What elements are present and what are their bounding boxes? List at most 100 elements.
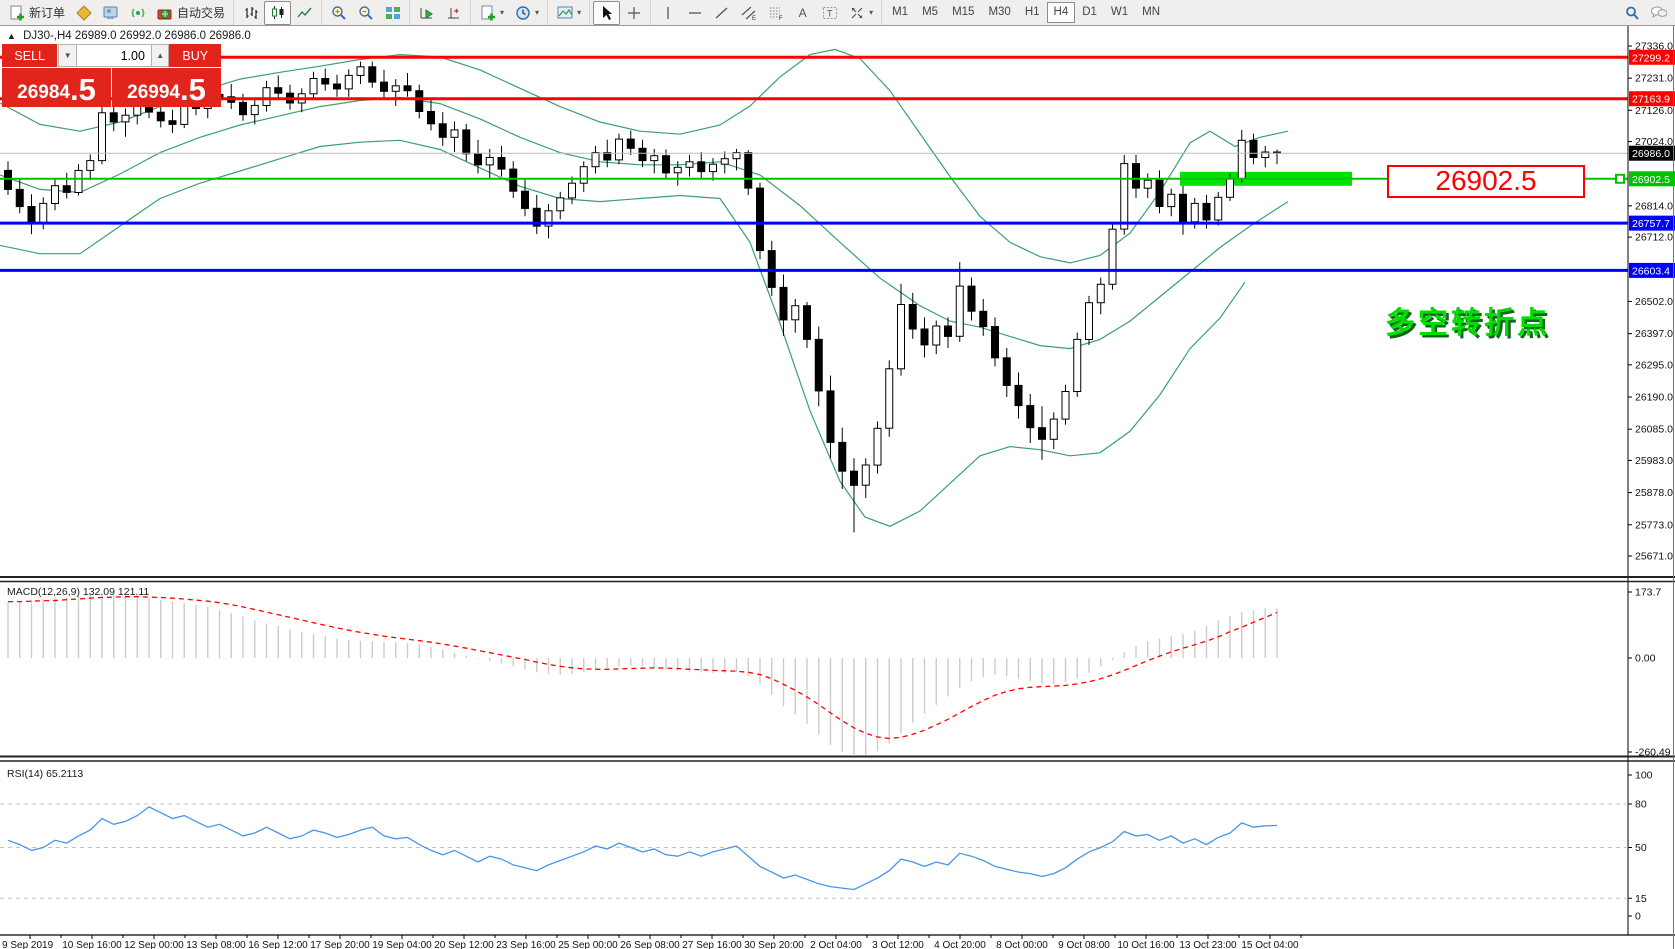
- time-axis-label: 13 Oct 23:00: [1179, 940, 1237, 949]
- metaeditor-button[interactable]: [70, 1, 97, 25]
- bear-candle: [156, 111, 165, 122]
- horizontal-line-button[interactable]: [681, 1, 708, 25]
- bear-candle: [908, 304, 917, 330]
- bull-candle: [1049, 418, 1058, 440]
- timeframe-button-H4[interactable]: H4: [1046, 2, 1076, 23]
- signals-button[interactable]: [124, 1, 151, 25]
- zoom-in-button[interactable]: [325, 1, 352, 25]
- line-chart-button[interactable]: [291, 1, 318, 25]
- price-tick-label: 25671.0: [1635, 551, 1673, 563]
- callout-anchor-square[interactable]: [1615, 173, 1625, 184]
- chat-button[interactable]: [1645, 1, 1672, 25]
- time-axis-label: 17 Sep 20:00: [310, 940, 370, 949]
- volume-input[interactable]: 1.00: [76, 44, 151, 67]
- bear-candle: [368, 66, 377, 83]
- bull-candle: [932, 325, 941, 346]
- zoom-out-button[interactable]: [352, 1, 379, 25]
- bear-candle: [979, 310, 988, 328]
- price-lines[interactable]: [0, 55, 1628, 272]
- toolbar-group-trade: 新订单 自动交易: [0, 0, 235, 25]
- bear-candle: [415, 90, 424, 112]
- crosshair-button[interactable]: [620, 1, 647, 25]
- time-axis-label: 10 Sep 16:00: [62, 940, 122, 949]
- time-axis-label: 15 Oct 04:00: [1241, 940, 1299, 949]
- cursor-button[interactable]: [593, 0, 621, 25]
- axis-label-box: [1629, 171, 1675, 187]
- bull-candle: [1143, 179, 1152, 189]
- timeframe-button-D1[interactable]: D1: [1082, 6, 1097, 18]
- equidistant-channel-icon: E: [740, 4, 757, 21]
- pane-dividers: [0, 25, 1675, 949]
- chart-shift-button[interactable]: [440, 1, 467, 25]
- text-button[interactable]: A: [789, 1, 816, 25]
- time-axis[interactable]: 9 Sep 2019 10 Sep 16:00 12 Sep 00:00 13 Sep…: [2, 935, 1302, 949]
- candlesticks: [4, 61, 1281, 533]
- callout-box[interactable]: [1387, 165, 1585, 198]
- buy-button[interactable]: BUY: [169, 44, 221, 67]
- macd-axis-label: 0.00: [1635, 653, 1656, 665]
- timeframe-button-M1[interactable]: M1: [892, 6, 909, 18]
- indicators-button[interactable]: ▾: [474, 1, 509, 25]
- time-axis-label: 27 Sep 16:00: [682, 940, 742, 949]
- trendline-button[interactable]: [708, 1, 735, 25]
- timeframe-button-MN[interactable]: MN: [1142, 6, 1161, 18]
- tile-windows-button[interactable]: [379, 1, 406, 25]
- price-tick-label: 26502.0: [1635, 296, 1673, 308]
- candlestick-chart-button[interactable]: [264, 0, 292, 25]
- toolbar-group-templates: ▾ ▾: [471, 0, 549, 25]
- volume-decrease-button[interactable]: ▼: [58, 44, 77, 67]
- bear-candle: [626, 138, 635, 149]
- bear-candle: [944, 325, 952, 337]
- periods-button[interactable]: ▾: [509, 1, 544, 25]
- bull-candle: [98, 112, 106, 162]
- bear-candle: [920, 328, 929, 346]
- text-label-button[interactable]: T: [816, 1, 843, 25]
- timeframe-button-M30[interactable]: M30: [988, 6, 1011, 18]
- chart-canvas[interactable]: 27299.2 27163.9 26986.0 26902.5 26757.7 26603…: [0, 25, 1675, 949]
- arrows-button[interactable]: ▾: [843, 1, 878, 25]
- volume-increase-button[interactable]: ▲: [150, 44, 170, 67]
- bull-candle: [897, 304, 905, 370]
- rsi-axis-label: 80: [1635, 799, 1647, 811]
- macd-axis-label: -260.49: [1635, 747, 1671, 759]
- template-button[interactable]: ▾: [551, 1, 586, 25]
- bear-candle: [1026, 405, 1035, 429]
- auto-scroll-button[interactable]: [413, 1, 440, 25]
- macd-axis-label: 173.7: [1635, 587, 1661, 599]
- vertical-line-button[interactable]: [654, 1, 681, 25]
- dropdown-arrow-icon: ▾: [869, 8, 874, 17]
- new-order-button[interactable]: 新订单: [3, 1, 70, 25]
- buy-price-display[interactable]: 26994 .5: [112, 68, 221, 107]
- price-tick-label: 26712.0: [1635, 232, 1673, 244]
- turning-point-shadow: 多空转折点: [1388, 310, 1553, 343]
- timeframe-button-W1[interactable]: W1: [1110, 6, 1129, 18]
- bull-candle: [1214, 196, 1223, 221]
- timeframe-button-M15[interactable]: M15: [952, 6, 975, 18]
- bar-chart-button[interactable]: [237, 1, 264, 25]
- autotrading-button[interactable]: 自动交易: [151, 1, 230, 25]
- bollinger-lower-band: [0, 139, 1246, 527]
- price-tick-label: 25878.0: [1635, 487, 1673, 499]
- market-watch-button[interactable]: [97, 1, 124, 25]
- bear-candle: [991, 326, 999, 359]
- sell-button[interactable]: SELL: [2, 44, 59, 67]
- timeframe-button-M5[interactable]: M5: [922, 6, 939, 18]
- timeframe-button-H1[interactable]: H1: [1024, 6, 1040, 18]
- bull-candle: [615, 138, 623, 161]
- sell-price-display[interactable]: 26984 .5: [2, 68, 111, 107]
- search-button[interactable]: [1618, 1, 1645, 25]
- axis-label-box: [1629, 215, 1675, 231]
- svg-text:E: E: [752, 16, 756, 21]
- price-callout[interactable]: 26902.5: [1387, 165, 1628, 198]
- price-axis[interactable]: 27336.0 27231.0 27126.0 27024.0 26814.0 26712…: [1627, 26, 1673, 935]
- axis-label-text: 26986.0: [1632, 148, 1670, 160]
- bull-candle: [485, 157, 494, 166]
- bull-candle: [650, 155, 659, 162]
- main-toolbar: 新订单 自动交易: [0, 0, 1675, 26]
- collapse-panel-icon[interactable]: ▲: [7, 31, 16, 41]
- bull-candle: [556, 197, 565, 212]
- fibonacci-button[interactable]: F: [762, 1, 789, 25]
- callout-price-text: 26902.5: [1435, 165, 1536, 196]
- channel-button[interactable]: E: [735, 1, 762, 25]
- bull-candle: [262, 87, 271, 106]
